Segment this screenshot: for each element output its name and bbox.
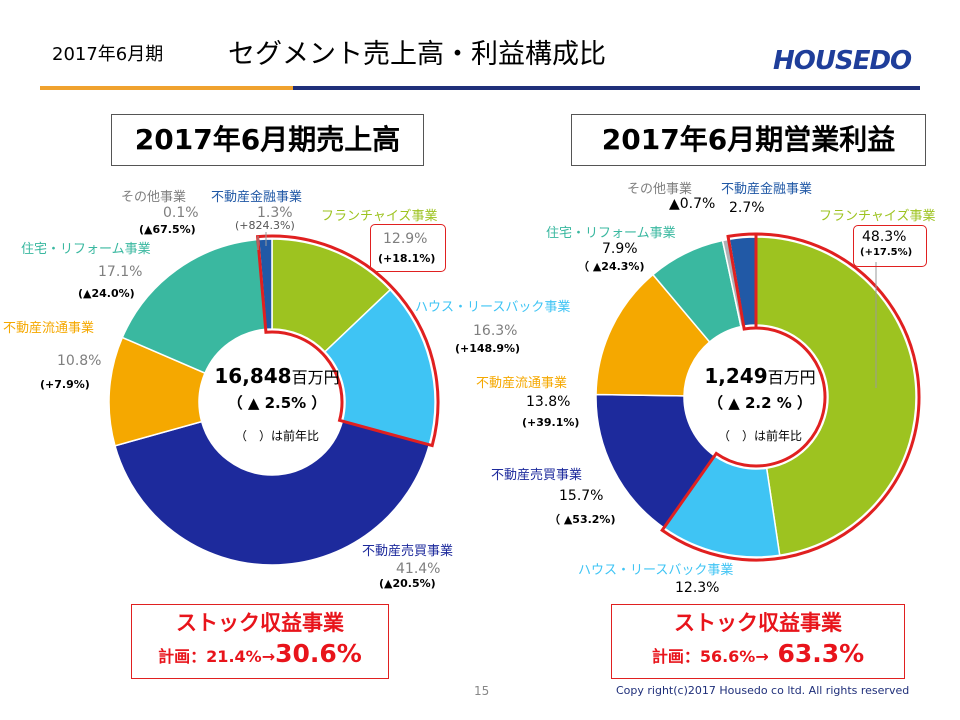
sales-label-leaseback: ハウス・リースバック事業 <box>415 300 571 315</box>
sales-label-franchise: フランチャイズ事業 <box>321 209 438 224</box>
sales-stock-outline-main <box>255 234 440 448</box>
sales-yoy-other: (▲67.5%) <box>139 223 196 236</box>
profit-pct-reform: 7.9% <box>602 241 638 257</box>
header-rule-navy <box>293 86 920 90</box>
profit-yoy-franchise: (+17.5%) <box>860 247 913 258</box>
profit-center-total: 1,249 <box>704 364 768 388</box>
sales-center-total: 16,848 <box>214 364 292 388</box>
profit-stock-title: ストック収益事業 <box>674 611 842 635</box>
profit-label-sales: 不動産売買事業 <box>491 468 583 483</box>
profit-stock-box: ストック収益事業 計画：56.6%→ 63.3% <box>611 604 905 679</box>
housedo-logo: HOUSEDO <box>773 46 912 76</box>
sales-yoy-finance: (+824.3%) <box>235 219 295 232</box>
profit-label-finance: 不動産金融事業 <box>721 182 813 197</box>
sales-slice-reform <box>121 238 267 375</box>
profit-chart-title: 2017年6月期営業利益 <box>571 114 926 166</box>
profit-stock-plan-from: ：56.6% <box>683 647 756 666</box>
profit-stock-outline-main <box>660 232 921 562</box>
sales-yoy-reform: (▲24.0%) <box>78 287 135 300</box>
profit-label-franchise: フランチャイズ事業 <box>819 209 936 224</box>
sales-stock-title: ストック収益事業 <box>176 611 344 635</box>
fiscal-period-label: 2017年6月期 <box>52 44 164 65</box>
sales-yoy-franchise: (+18.1%) <box>378 252 436 265</box>
page-number: 15 <box>474 684 490 698</box>
sales-yoy-sales: (▲20.5%) <box>379 577 436 590</box>
profit-yoy-circulation: (+39.1%) <box>522 416 580 429</box>
profit-yoy-reform: （ ▲24.3%) <box>578 260 645 273</box>
sales-pct-circulation: 10.8% <box>57 353 102 369</box>
sales-yoy-leaseback: (+148.9%) <box>455 342 521 355</box>
profit-center-unit: 百万円 <box>767 368 816 387</box>
profit-center-note: （ ）は前年比 <box>717 429 802 443</box>
profit-pct-other: ▲0.7% <box>669 196 716 212</box>
profit-slice-sales <box>595 393 716 529</box>
sales-center-yoy: （ ▲ 2.5% ） <box>227 394 327 412</box>
logo-text-house: HOUSE <box>773 46 870 76</box>
profit-label-reform: 住宅・リフォーム事業 <box>546 226 676 241</box>
sales-pct-finance: 1.3% <box>257 205 293 221</box>
sales-pct-franchise: 12.9% <box>383 231 428 247</box>
profit-pct-franchise: 48.3% <box>862 229 907 245</box>
sales-center-note: （ ）は前年比 <box>234 429 319 443</box>
profit-pct-circulation: 13.8% <box>526 394 571 410</box>
sales-stock-plan-from: ：21.4% <box>190 647 262 666</box>
sales-stock-arrow: → <box>261 647 276 666</box>
sales-slice-sales <box>114 420 431 566</box>
sales-stock-plan-label: 計画 <box>158 647 191 666</box>
profit-pct-finance: 2.7% <box>729 200 765 216</box>
profit-label-other: その他事業 <box>627 182 693 197</box>
profit-pct-leaseback: 12.3% <box>675 580 720 596</box>
copyright-notice: Copy right(c)2017 Housedo co ltd. All ri… <box>616 684 910 697</box>
sales-pct-reform: 17.1% <box>98 264 143 280</box>
profit-label-leaseback: ハウス・リースバック事業 <box>578 563 734 578</box>
profit-stock-arrow: → <box>755 647 769 666</box>
header-rule-orange <box>40 86 293 90</box>
sales-label-circulation: 不動産流通事業 <box>3 321 95 336</box>
sales-chart-title: 2017年6月期売上高 <box>111 114 424 166</box>
stock-segment-highlights <box>255 232 921 562</box>
sales-label-reform: 住宅・リフォーム事業 <box>21 242 151 257</box>
sales-pct-other: 0.1% <box>163 205 199 221</box>
profit-stock-plan-to: 63.3% <box>768 639 865 668</box>
sales-label-finance: 不動産金融事業 <box>211 190 303 205</box>
sales-stock-plan: 計画：21.4%→30.6% <box>132 637 388 674</box>
sales-label-other: その他事業 <box>121 190 187 205</box>
sales-label-sales: 不動産売買事業 <box>362 544 454 559</box>
sales-pct-sales: 41.4% <box>396 561 441 577</box>
profit-pct-sales: 15.7% <box>559 488 604 504</box>
profit-center: 1,249百万円 （ ▲ 2.2 % ） （ ）は前年比 <box>685 364 835 444</box>
sales-yoy-circulation: (+7.9%) <box>40 378 90 391</box>
leader-lines <box>257 232 877 388</box>
sales-center-unit: 百万円 <box>291 368 340 387</box>
profit-stock-plan-label: 計画 <box>651 647 684 666</box>
logo-text-do: DO <box>869 46 912 76</box>
profit-yoy-sales: （ ▲53.2%) <box>549 513 616 526</box>
sales-pct-leaseback: 16.3% <box>473 323 518 339</box>
profit-label-circulation: 不動産流通事業 <box>476 376 568 391</box>
sales-franchise-highlight-box <box>370 224 446 272</box>
sales-center: 16,848百万円 （ ▲ 2.5% ） （ ）は前年比 <box>202 364 352 444</box>
sales-slice-leaseback <box>323 288 436 446</box>
sales-stock-plan-to: 30.6% <box>275 639 362 668</box>
profit-center-total-line: 1,249百万円 <box>685 364 835 388</box>
sales-stock-box: ストック収益事業 計画：21.4%→30.6% <box>131 604 389 679</box>
sales-center-total-line: 16,848百万円 <box>202 364 352 388</box>
profit-franchise-highlight-box <box>853 225 927 267</box>
slide-title: セグメント売上高・利益構成比 <box>228 39 606 70</box>
profit-center-yoy: （ ▲ 2.2 % ） <box>707 394 813 412</box>
profit-stock-plan: 計画：56.6%→ 63.3% <box>612 637 904 674</box>
